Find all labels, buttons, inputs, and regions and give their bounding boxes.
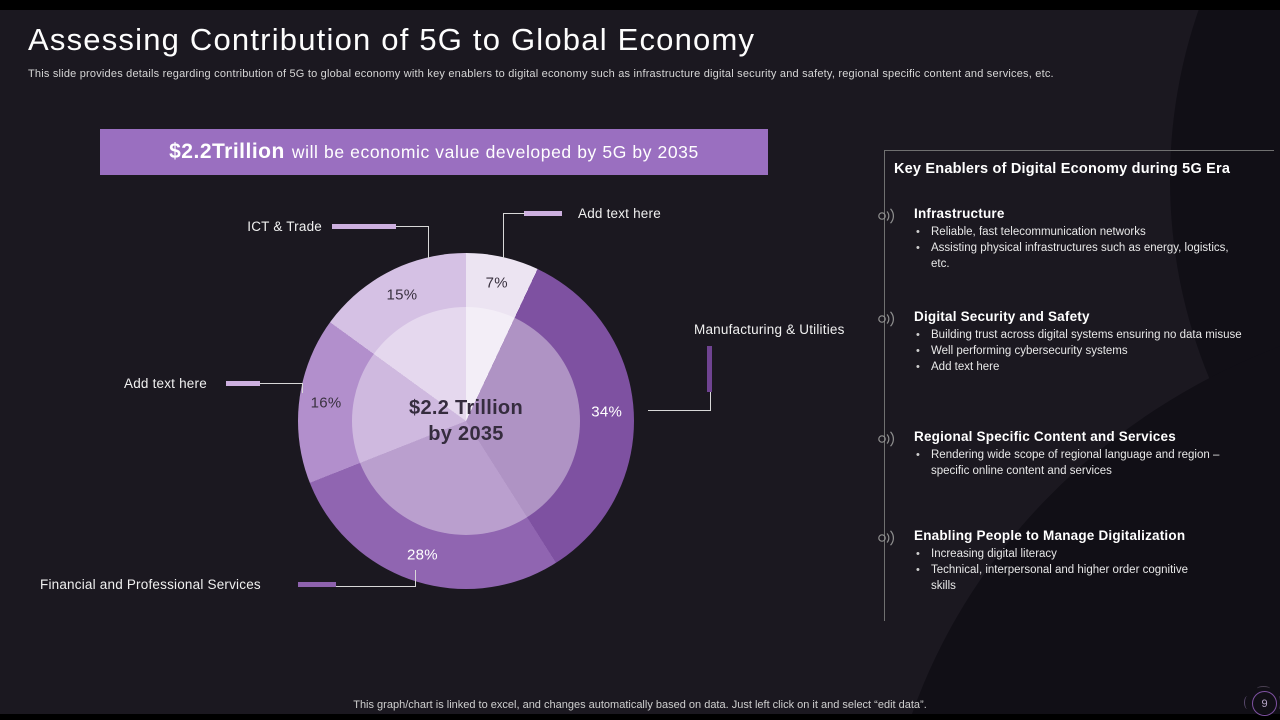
- signal-icon: [876, 529, 900, 552]
- bullet-item: Increasing digital literacy: [914, 546, 1206, 562]
- top-border-strip: [0, 0, 1280, 10]
- panel-item-heading: Regional Specific Content and Services: [914, 429, 1176, 444]
- panel-item-digital-security: Digital Security and Safety Building tru…: [878, 309, 1246, 375]
- callout-accent-line: [524, 211, 562, 216]
- headline-banner: $2.2Trillion will be economic value deve…: [100, 129, 768, 175]
- panel-item-bullets: Building trust across digital systems en…: [914, 327, 1246, 375]
- signal-icon: [876, 310, 900, 333]
- panel-item-infrastructure: Infrastructure Reliable, fast telecommun…: [878, 206, 1246, 272]
- bullet-item: Rendering wide scope of regional languag…: [914, 447, 1224, 479]
- panel-item-heading: Enabling People to Manage Digitalization: [914, 528, 1186, 543]
- callout-accent-line: [298, 582, 336, 587]
- panel-item-heading: Infrastructure: [914, 206, 1005, 221]
- page-title: Assessing Contribution of 5G to Global E…: [28, 22, 756, 57]
- panel-item-enabling-people: Enabling People to Manage Digitalization…: [878, 528, 1206, 594]
- pie-percent-label: 16%: [310, 394, 342, 412]
- center-label-line2: by 2035: [428, 423, 504, 445]
- bullet-item: Assisting physical infrastructures such …: [914, 240, 1246, 272]
- key-enablers-panel: Key Enablers of Digital Economy during 5…: [878, 150, 1274, 621]
- panel-title: Key Enablers of Digital Economy during 5…: [894, 161, 1231, 177]
- page-badge-decoration: [1244, 696, 1251, 709]
- callout-accent-line: [707, 346, 712, 392]
- pie-center-overlay: [352, 307, 580, 535]
- signal-icon: [876, 430, 900, 453]
- pie-disc: [298, 253, 634, 589]
- callout-label-slice-16pct: Add text here: [124, 376, 207, 391]
- pie-center-label: $2.2 Trillion by 2035: [409, 395, 523, 447]
- page-subtitle: This slide provides details regarding co…: [28, 68, 1054, 80]
- panel-item-heading: Digital Security and Safety: [914, 309, 1090, 324]
- pie-percent-label: 15%: [386, 286, 418, 304]
- callout-label-manufacturing-utilities: Manufacturing & Utilities: [694, 322, 845, 337]
- callout-label-ict-trade: ICT & Trade: [247, 219, 322, 234]
- bottom-border-strip: [0, 714, 1280, 720]
- panel-item-bullets: Rendering wide scope of regional languag…: [914, 447, 1224, 479]
- page-number-badge: 9: [1252, 691, 1277, 716]
- pie-percent-label: 28%: [406, 546, 438, 564]
- bullet-item: Reliable, fast telecommunication network…: [914, 224, 1246, 240]
- center-label-line1: $2.2 Trillion: [409, 397, 523, 419]
- page-number: 9: [1261, 697, 1268, 710]
- callout-label-slice-7pct: Add text here: [578, 206, 661, 221]
- panel-item-regional-content: Regional Specific Content and Services R…: [878, 429, 1224, 479]
- pie-percent-label: 34%: [591, 403, 623, 421]
- panel-item-bullets: Reliable, fast telecommunication network…: [914, 224, 1246, 272]
- bullet-item: Well performing cybersecurity systems: [914, 343, 1246, 359]
- banner-text: will be economic value developed by 5G b…: [291, 141, 699, 162]
- callout-connector-line: [396, 226, 429, 259]
- callout-connector-line: [336, 570, 416, 587]
- callout-accent-line: [226, 381, 260, 386]
- signal-icon: [876, 207, 900, 230]
- callout-connector-line: [503, 213, 525, 258]
- footer-note: This graph/chart is linked to excel, and…: [353, 699, 927, 711]
- pie-percent-label: 7%: [485, 274, 508, 292]
- bullet-item: Add text here: [914, 359, 1246, 375]
- callout-connector-line: [260, 383, 303, 393]
- callout-accent-line: [332, 224, 396, 229]
- panel-item-bullets: Increasing digital literacy Technical, i…: [914, 546, 1206, 594]
- page-badge-decoration: [1257, 686, 1270, 691]
- banner-highlight: $2.2Trillion: [169, 140, 285, 163]
- bullet-item: Technical, interpersonal and higher orde…: [914, 562, 1206, 594]
- callout-connector-line: [648, 392, 711, 411]
- callout-label-financial-services: Financial and Professional Services: [40, 577, 261, 592]
- bullet-item: Building trust across digital systems en…: [914, 327, 1246, 343]
- pie-chart[interactable]: 7% 34% 28% 16% 15% $2.2 Trillion by 2035: [298, 253, 634, 589]
